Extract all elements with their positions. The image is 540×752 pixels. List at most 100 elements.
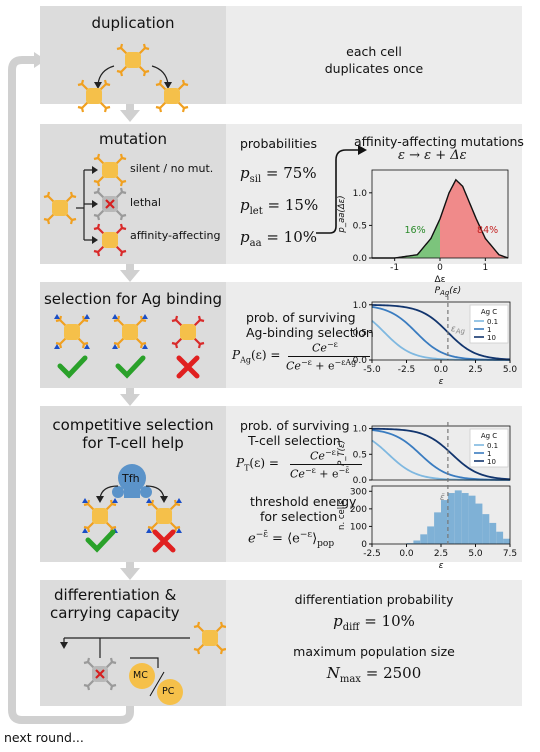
tick-label: -2.5 <box>363 549 381 559</box>
legend-entry: 10 <box>487 334 496 342</box>
mutation-outcome-lethal: lethal <box>130 196 161 209</box>
y-axis-label: p_aa(Δε) <box>337 195 347 233</box>
tick-label: 1.0 <box>353 425 368 435</box>
hist-bar <box>441 500 448 544</box>
thr-line1: threshold energy <box>250 494 357 509</box>
y-axis-label: n. cells <box>337 500 347 530</box>
ag-bound-cell <box>146 498 182 533</box>
mutation-desc: probabilities psil = 75% plet = 15% paa … <box>226 124 524 264</box>
legend-entry: 0.1 <box>487 442 498 450</box>
tick-label: -5.0 <box>363 365 381 375</box>
duplication-desc: each cell duplicates once <box>226 6 522 104</box>
tick-label: 100 <box>350 522 367 532</box>
tick-label: 0.5 <box>353 450 367 460</box>
hist-bar <box>454 490 462 544</box>
p-diff-equation: pdiff = 10% <box>333 612 415 633</box>
tick-label: -2.5 <box>398 365 416 375</box>
legend-entry: 10 <box>487 458 496 466</box>
t-formula-bar <box>290 464 362 465</box>
duplication-title: duplication <box>91 14 175 32</box>
b-cell <box>43 191 77 225</box>
max-pop-label: maximum population size <box>293 644 455 659</box>
hist-bar <box>420 534 428 544</box>
parent-cell <box>116 43 150 77</box>
mutation-outcome-affinity: affinity-affecting <box>130 229 221 242</box>
red-area <box>440 179 508 258</box>
diff-cells <box>60 621 227 705</box>
red-pct-label: 84% <box>477 225 498 236</box>
p-aa-equation: paa = 10% <box>240 228 318 249</box>
tick-label: 0 <box>437 263 443 273</box>
diff-prob-label: differentiation probability <box>294 592 454 607</box>
p-t-curve <box>371 427 511 481</box>
duplication-cells <box>77 43 189 113</box>
hist-bar <box>434 512 441 544</box>
hist-bar <box>406 543 414 544</box>
hist-bar <box>482 514 490 544</box>
tick-label: 7.5 <box>503 549 517 559</box>
differentiation-desc: differentiation probability pdiff = 10% … <box>226 580 522 706</box>
affinity-title: affinity-affecting mutations <box>354 134 524 149</box>
affinity-equation: ε → ε + Δε <box>398 148 467 163</box>
tick-label: 0.0 <box>353 476 368 486</box>
hist-bar <box>503 538 510 544</box>
b-cell <box>77 79 111 113</box>
lethal-cell <box>93 187 127 221</box>
tick-label: 1 <box>482 263 488 273</box>
pc-label: PC <box>162 686 175 697</box>
hist-bar <box>447 493 455 544</box>
tick-label: 1.0 <box>353 189 368 199</box>
tick-label: 0 <box>361 540 367 550</box>
mutation-outcome-silent: silent / no mut. <box>130 162 214 175</box>
tick-label: -1 <box>390 263 399 273</box>
ag-prob-line2: Ag-binding selection <box>246 325 374 340</box>
tfh-label: Tfh <box>122 472 140 485</box>
mutation-stage: mutation silent / no mut. lethal affinit… <box>40 124 226 264</box>
green-pct-label: 16% <box>405 225 426 236</box>
thr-formula: e−ε̄ = ⟨e−ε⟩pop <box>248 530 335 549</box>
p-ag-curve <box>371 304 511 361</box>
hist-bar <box>489 522 497 544</box>
ag-bound-cell <box>54 314 90 349</box>
tick-label: 0.5 <box>353 221 367 231</box>
hist-bar <box>413 540 421 544</box>
tick-label: 5.0 <box>503 365 518 375</box>
selection-ag-cells <box>54 314 205 379</box>
b-cell <box>193 621 227 655</box>
duplication-desc-line2: duplicates once <box>324 61 424 76</box>
ag-bound-cell <box>82 498 118 533</box>
selection-ag-title: selection for Ag binding <box>43 290 223 308</box>
next-round-label: next round... <box>4 730 84 745</box>
tcell-title-line2: for T-cell help <box>82 434 184 452</box>
t-formula-num: Ce−ε <box>310 448 336 463</box>
duplication-stage: duplication <box>40 6 226 113</box>
plot-frame <box>371 425 511 481</box>
tick-label: 300 <box>350 487 367 497</box>
eps-bar-label: ε̄ <box>440 493 445 503</box>
ag-formula-num: Ce−ε <box>312 340 338 355</box>
selection-tcell-stage: competitive selection for T-cell help Tf… <box>40 406 226 562</box>
ag-formula-den: Ce−ε + e−εAg <box>286 358 357 373</box>
n-max-equation: Nmax = 2500 <box>326 664 422 685</box>
tfh-cell <box>112 464 152 498</box>
probabilities-label: probabilities <box>240 136 317 151</box>
hist-bar <box>496 531 504 544</box>
p-t-curve <box>371 429 511 481</box>
hist-bar <box>468 495 476 544</box>
b-cell <box>155 79 189 113</box>
x-axis-label: ε <box>439 561 444 571</box>
thr-line2: for selection <box>260 509 338 524</box>
lethal-cell <box>83 657 117 691</box>
t-prob-line2: T-cell selection <box>248 433 341 448</box>
legend-entry: 1 <box>487 326 491 334</box>
tick-label: 0.0 <box>353 356 368 366</box>
legend-title: Ag C <box>481 432 497 440</box>
mutated-cell <box>93 223 127 257</box>
ag-formula-bar <box>288 356 370 357</box>
hist-bar <box>461 493 469 544</box>
b-cell <box>93 153 127 187</box>
